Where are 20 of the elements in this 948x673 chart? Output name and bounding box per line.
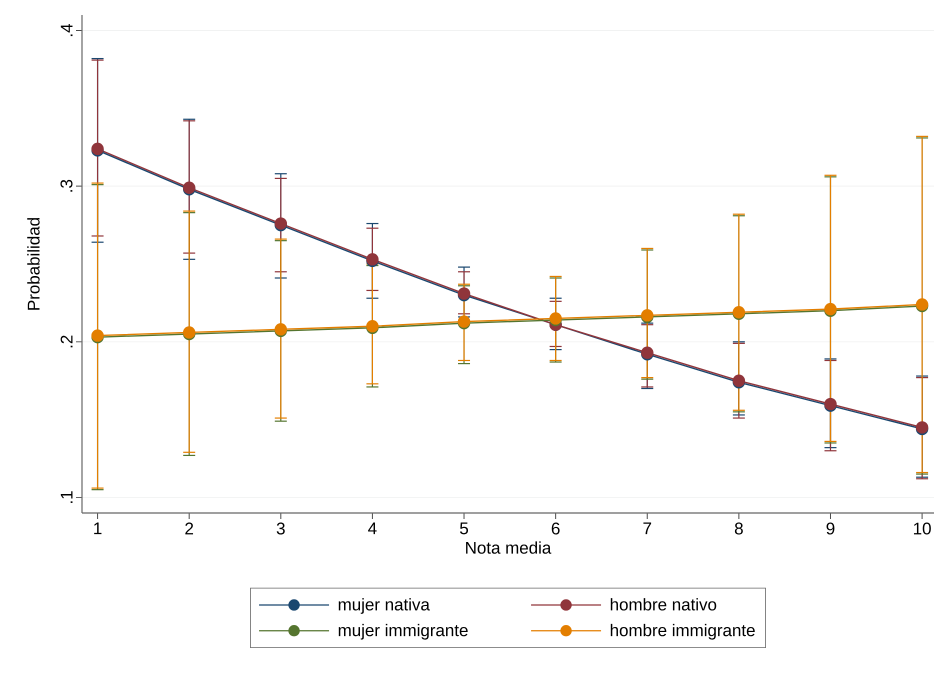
- legend-label: hombre immigrante: [610, 624, 755, 640]
- y-axis-title: Probabilidad: [27, 218, 40, 310]
- x-axis-title: Nota media: [466, 541, 552, 554]
- x-tick-label: 10: [914, 522, 931, 535]
- legend-label: mujer immigrante: [338, 624, 468, 640]
- y-tick-label: .2: [60, 336, 72, 348]
- y-tick-label: .1: [60, 491, 72, 503]
- y-tick-label: .4: [60, 24, 72, 36]
- legend-label: mujer nativa: [338, 598, 430, 614]
- x-tick-label: 9: [826, 522, 834, 535]
- legend-label: hombre nativo: [610, 598, 716, 611]
- x-tick-label: 7: [643, 522, 652, 534]
- x-tick-label: 3: [276, 522, 285, 535]
- x-tick-label: 8: [734, 522, 743, 535]
- y-tick-label: .3: [60, 180, 72, 192]
- x-tick-label: 4: [368, 522, 377, 534]
- x-tick-label: 2: [185, 522, 194, 534]
- x-tick-label: 5: [460, 522, 468, 534]
- x-tick-label: 1: [94, 522, 102, 534]
- x-tick-label: 6: [552, 522, 560, 535]
